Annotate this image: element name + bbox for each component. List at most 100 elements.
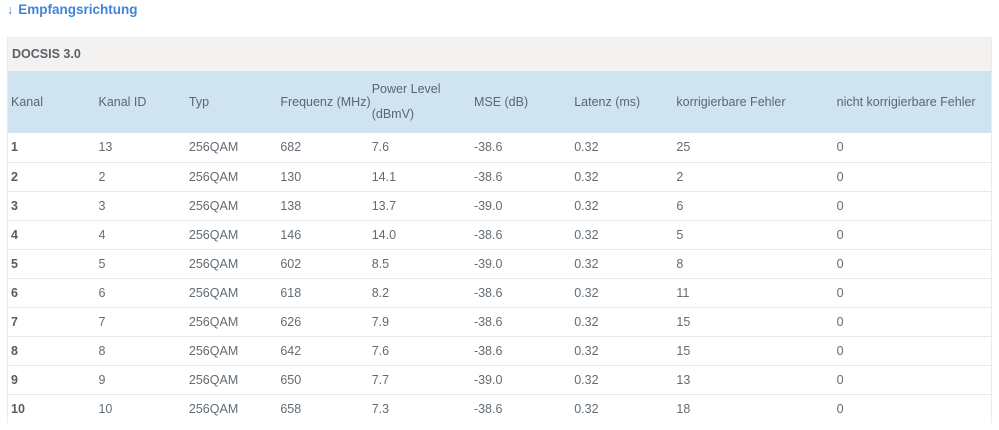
table-cell: 3 bbox=[95, 190, 186, 220]
table-cell: -39.0 bbox=[470, 190, 572, 220]
table-cell: 0.32 bbox=[571, 248, 674, 278]
table-cell: 256QAM bbox=[185, 277, 278, 307]
table-cell: 8 bbox=[95, 335, 186, 365]
table-cell: 7 bbox=[95, 306, 186, 336]
table-cell: 3 bbox=[8, 190, 96, 220]
docsis-channel-table: DOCSIS 3.0 Kanal Kanal ID Typ Frequenz (MHz… bbox=[7, 37, 992, 423]
table-cell: 10 bbox=[8, 393, 96, 423]
table-cell: 0 bbox=[833, 248, 991, 278]
table-row: 7 7 256QAM 626 7.9 -38.6 0.32 15 0 bbox=[8, 306, 991, 336]
table-cell: 0 bbox=[833, 190, 991, 220]
table-row: 1 13 256QAM 682 7.6 -38.6 0.32 25 0 bbox=[8, 133, 991, 162]
table-row: 9 9 256QAM 650 7.7 -39.0 0.32 13 0 bbox=[8, 364, 991, 394]
table-cell: 6 bbox=[95, 277, 186, 307]
table-row: 10 10 256QAM 658 7.3 -38.6 0.32 18 0 bbox=[8, 393, 991, 423]
table-cell: -38.6 bbox=[470, 277, 572, 307]
column-header: Latenz (ms) bbox=[571, 71, 674, 133]
table-cell: 650 bbox=[277, 364, 369, 394]
table-cell: -38.6 bbox=[470, 393, 572, 423]
table-cell: 1 bbox=[11, 140, 18, 155]
table-cell: 0.32 bbox=[571, 364, 674, 394]
table-cell: 11 bbox=[673, 277, 834, 307]
table-cell: -38.6 bbox=[470, 219, 572, 249]
column-header: Typ bbox=[185, 71, 278, 133]
table-cell: 0 bbox=[836, 140, 844, 155]
table-cell: 8 bbox=[8, 335, 96, 365]
table-cell: 13 bbox=[673, 364, 834, 394]
table-row: 4 4 256QAM 146 14.0 -38.6 0.32 5 0 bbox=[8, 219, 991, 249]
table-cell: 256QAM bbox=[185, 393, 278, 423]
table-row: 8 8 256QAM 642 7.6 -38.6 0.32 15 0 bbox=[8, 335, 991, 365]
table-cell: 5 bbox=[673, 219, 834, 249]
table-cell: 9 bbox=[95, 364, 186, 394]
column-header: MSE (dB) bbox=[470, 71, 572, 133]
table-cell: 14.0 bbox=[368, 219, 471, 249]
table-cell: 256QAM bbox=[185, 219, 278, 249]
table-cell: 8.5 bbox=[368, 248, 471, 278]
table-cell: 256QAM bbox=[185, 306, 278, 336]
table-cell: 0 bbox=[833, 335, 991, 365]
table-cell: 256QAM bbox=[185, 364, 278, 394]
table-cell: 7 bbox=[8, 306, 96, 336]
table-cell: 0 bbox=[833, 393, 991, 423]
table-cell: 256QAM bbox=[185, 335, 278, 365]
table-cell: 6 bbox=[8, 277, 96, 307]
channel-table: Kanal Kanal ID Typ Frequenz (MHz) Power Leve… bbox=[8, 71, 991, 423]
table-cell: -38.6 bbox=[473, 140, 503, 155]
table-row: 2 2 256QAM 130 14.1 -38.6 0.32 2 0 bbox=[8, 161, 991, 191]
table-cell: 8 bbox=[673, 248, 834, 278]
table-cell: 18 bbox=[673, 393, 834, 423]
down-arrow-icon: ↓ bbox=[7, 3, 14, 17]
table-cell: 7.7 bbox=[368, 364, 471, 394]
table-cell: 6 bbox=[673, 190, 834, 220]
table-cell: 15 bbox=[673, 306, 834, 336]
column-header: Power Level (dBmV) bbox=[368, 71, 471, 133]
table-cell: 682 bbox=[280, 140, 302, 155]
table-cell: 7.6 bbox=[371, 140, 390, 155]
table-row: 5 5 256QAM 602 8.5 -39.0 0.32 8 0 bbox=[8, 248, 991, 278]
table-cell: 9 bbox=[8, 364, 96, 394]
table-cell: 2 bbox=[8, 161, 96, 191]
column-header: Kanal ID bbox=[95, 71, 186, 133]
table-cell: 138 bbox=[277, 190, 369, 220]
table-row: 3 3 256QAM 138 13.7 -39.0 0.32 6 0 bbox=[8, 190, 991, 220]
table-cell: 0.32 bbox=[571, 161, 674, 191]
table-cell: 5 bbox=[8, 248, 96, 278]
table-cell: 0.32 bbox=[571, 335, 674, 365]
table-cell: 146 bbox=[277, 219, 369, 249]
empfangsrichtung-link[interactable]: ↓ Empfangsrichtung bbox=[7, 2, 138, 18]
table-head: Kanal Kanal ID Typ Frequenz (MHz) Power Leve… bbox=[8, 71, 991, 133]
table-cell: 13 bbox=[98, 140, 113, 155]
table-cell: 642 bbox=[277, 335, 369, 365]
table-cell: 0.32 bbox=[571, 277, 674, 307]
table-cell: 130 bbox=[277, 161, 369, 191]
section-link-label: Empfangsrichtung bbox=[18, 2, 138, 17]
table-cell: 4 bbox=[95, 219, 186, 249]
table-cell: 13.7 bbox=[368, 190, 471, 220]
table-cell: 0.32 bbox=[571, 393, 674, 423]
table-cell: -38.6 bbox=[470, 161, 572, 191]
table-cell: -39.0 bbox=[470, 248, 572, 278]
table-cell: 0 bbox=[833, 277, 991, 307]
table-cell: 7.6 bbox=[368, 335, 471, 365]
table-cell: 658 bbox=[277, 393, 369, 423]
table-cell: 0.32 bbox=[571, 306, 674, 336]
table-cell: 256QAM bbox=[188, 140, 239, 155]
table-cell: 0 bbox=[833, 306, 991, 336]
table-cell: 7.3 bbox=[368, 393, 471, 423]
table-cell: -39.0 bbox=[470, 364, 572, 394]
column-header: Kanal bbox=[8, 71, 96, 133]
table-cell: -38.6 bbox=[470, 335, 572, 365]
column-header: nicht korrigierbare Fehler bbox=[833, 71, 991, 133]
table-cell: -38.6 bbox=[470, 306, 572, 336]
table-cell: 618 bbox=[277, 277, 369, 307]
table-cell: 5 bbox=[95, 248, 186, 278]
column-header: korrigierbare Fehler bbox=[673, 71, 834, 133]
table-cell: 256QAM bbox=[185, 161, 278, 191]
table-cell: 626 bbox=[277, 306, 369, 336]
table-cell: 0.32 bbox=[574, 140, 599, 155]
table-cell: 0 bbox=[833, 161, 991, 191]
table-cell: 0.32 bbox=[571, 219, 674, 249]
table-row: 6 6 256QAM 618 8.2 -38.6 0.32 11 0 bbox=[8, 277, 991, 307]
